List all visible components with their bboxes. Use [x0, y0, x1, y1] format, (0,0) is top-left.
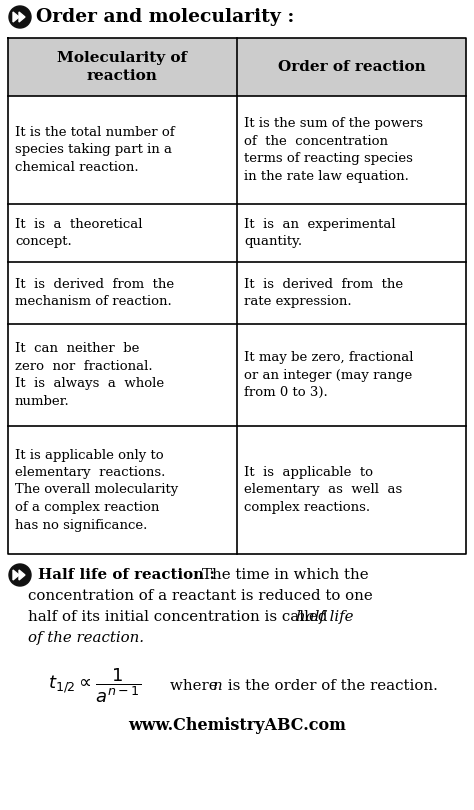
Circle shape: [9, 564, 31, 586]
Text: is the order of the reaction.: is the order of the reaction.: [223, 679, 438, 693]
Text: of the reaction.: of the reaction.: [28, 631, 144, 645]
Text: Order and molecularity :: Order and molecularity :: [36, 8, 294, 26]
Text: It  is  derived  from  the
rate expression.: It is derived from the rate expression.: [244, 278, 403, 309]
Text: It is the total number of
species taking part in a
chemical reaction.: It is the total number of species taking…: [15, 126, 174, 174]
Text: It  can  neither  be
zero  nor  fractional.
It  is  always  a  whole
number.: It can neither be zero nor fractional. I…: [15, 343, 164, 407]
Text: The time in which the: The time in which the: [202, 568, 369, 582]
Polygon shape: [13, 570, 19, 580]
Text: It may be zero, fractional
or an integer (may range
from 0 to 3).: It may be zero, fractional or an integer…: [244, 351, 413, 399]
Text: Order of reaction: Order of reaction: [278, 60, 425, 74]
Text: Molecularity of
reaction: Molecularity of reaction: [57, 51, 188, 83]
Polygon shape: [13, 12, 19, 22]
Bar: [8, 426, 466, 554]
Text: It  is  derived  from  the
mechanism of reaction.: It is derived from the mechanism of reac…: [15, 278, 174, 309]
Bar: [8, 262, 466, 324]
Bar: [8, 204, 466, 262]
Bar: [8, 38, 466, 96]
Bar: [8, 324, 466, 426]
Polygon shape: [19, 570, 25, 580]
Text: where: where: [170, 679, 222, 693]
Text: n: n: [213, 679, 223, 693]
Text: It  is  an  experimental
quantity.: It is an experimental quantity.: [244, 218, 396, 248]
Text: Half life of reaction :: Half life of reaction :: [38, 568, 220, 582]
Text: It is the sum of the powers
of  the  concentration
terms of reacting species
in : It is the sum of the powers of the conce…: [244, 117, 423, 183]
Circle shape: [9, 6, 31, 28]
Text: $t_{1/2} \propto \dfrac{1}{a^{n-1}}$: $t_{1/2} \propto \dfrac{1}{a^{n-1}}$: [48, 667, 141, 706]
Text: half of its initial concentration is called: half of its initial concentration is cal…: [28, 610, 332, 624]
Polygon shape: [19, 12, 25, 22]
Text: www.ChemistryABC.com: www.ChemistryABC.com: [128, 718, 346, 735]
Text: concentration of a reactant is reduced to one: concentration of a reactant is reduced t…: [28, 589, 373, 603]
Text: It is applicable only to
elementary  reactions.
The overall molecularity
of a co: It is applicable only to elementary reac…: [15, 449, 178, 531]
Text: It  is  applicable  to
elementary  as  well  as
complex reactions.: It is applicable to elementary as well a…: [244, 466, 402, 514]
Text: It  is  a  theoretical
concept.: It is a theoretical concept.: [15, 218, 143, 248]
Bar: [8, 96, 466, 204]
Text: half life: half life: [296, 610, 354, 624]
